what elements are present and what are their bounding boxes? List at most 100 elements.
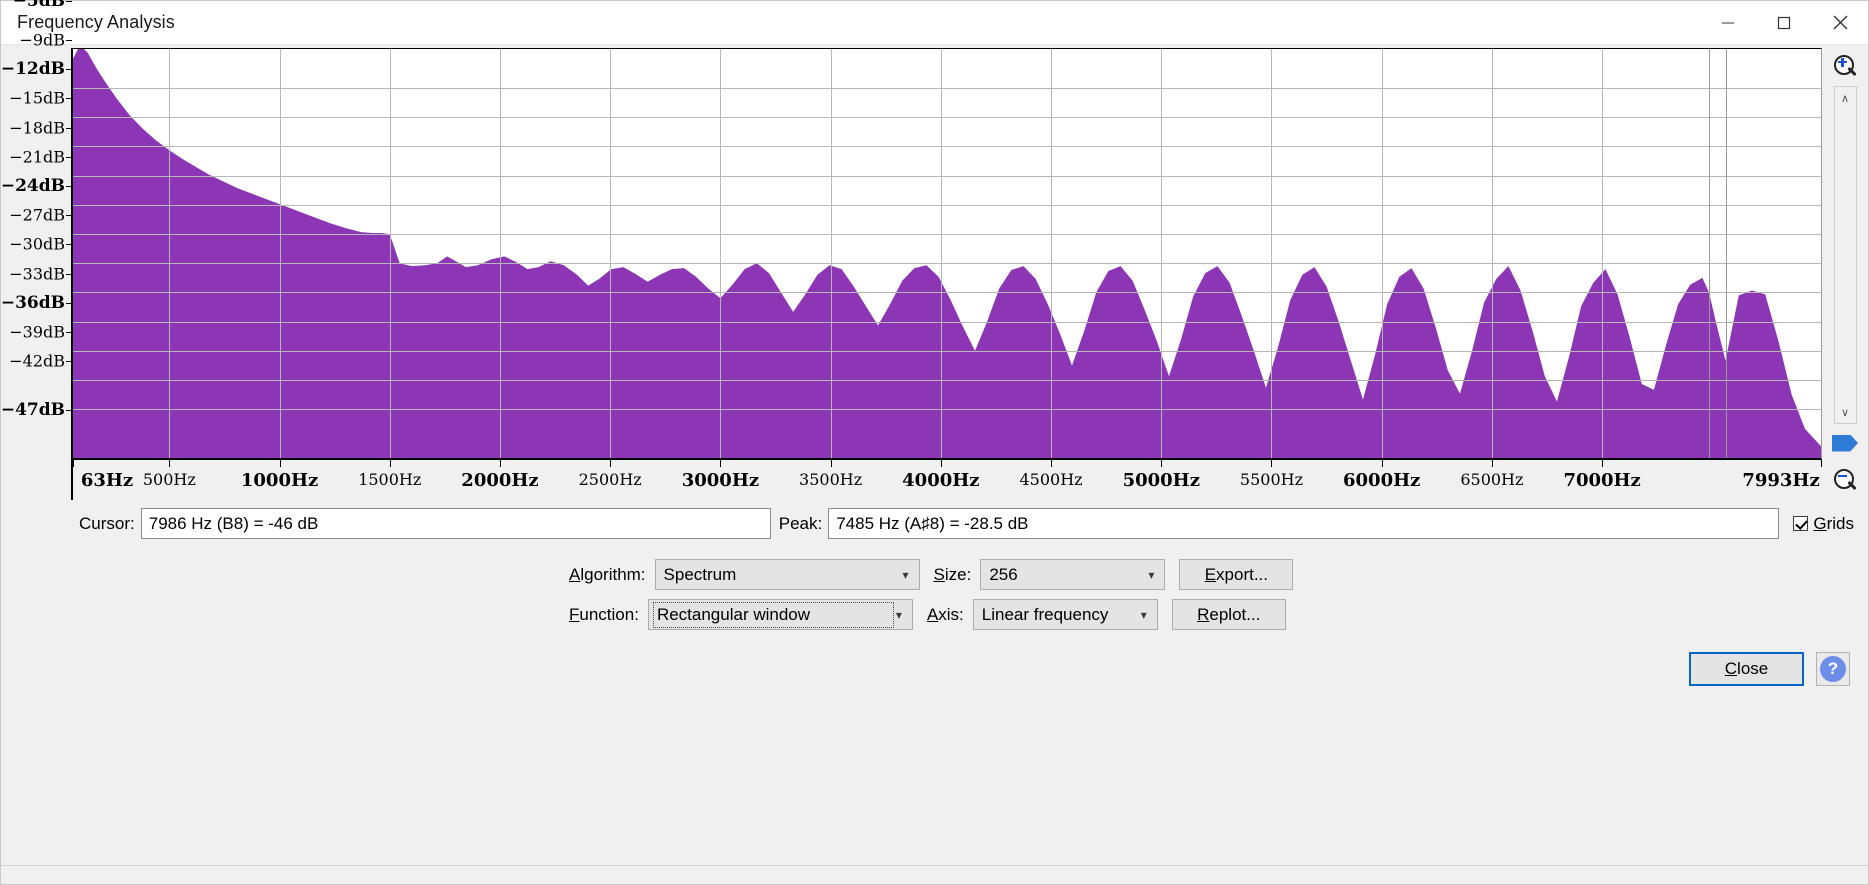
peak-value-field[interactable]: 7485 Hz (A♯8) = -28.5 dB — [828, 508, 1780, 539]
x-tick-mark — [1161, 460, 1162, 467]
y-tick-mark — [66, 332, 72, 333]
axis-label: Axis: — [926, 604, 964, 624]
x-tick-mark — [831, 460, 832, 467]
function-select[interactable]: Rectangular window ▾ — [647, 599, 913, 630]
y-tick-label: −12dB — [0, 59, 65, 80]
x-tick-label: 2500Hz — [578, 470, 642, 489]
algorithm-label: Algorithm: — [569, 564, 646, 584]
algorithm-value: Spectrum — [663, 564, 737, 584]
y-tick-mark — [66, 303, 72, 304]
x-tick-label: 1500Hz — [358, 470, 422, 489]
close-label-rest: lose — [1737, 659, 1769, 678]
y-tick-label: −33dB — [9, 264, 65, 284]
y-tick-mark — [66, 40, 72, 41]
x-tick-mark — [720, 460, 721, 467]
minimize-button[interactable] — [1700, 2, 1756, 44]
y-tick-mark — [66, 361, 72, 362]
size-select[interactable]: 256 ▾ — [980, 559, 1166, 590]
title-bar: Frequency Analysis — [1, 1, 1868, 45]
x-tick-label: 500Hz — [142, 470, 196, 489]
y-tick-mark — [66, 215, 72, 216]
scroll-up-arrow[interactable]: ∧ — [1840, 92, 1850, 105]
algorithm-label-rest: lgorithm: — [580, 564, 646, 584]
help-icon: ? — [1820, 656, 1846, 682]
axis-label-rest: xis: — [938, 604, 964, 624]
grids-checkbox[interactable]: Grids — [1793, 514, 1854, 534]
chevron-down-icon: ▾ — [895, 607, 902, 622]
y-tick-mark — [66, 69, 72, 70]
x-tick-label: 6000Hz — [1343, 470, 1421, 491]
chevron-down-icon: ▾ — [902, 567, 909, 582]
y-tick-mark — [66, 157, 72, 158]
y-tick-label: −30dB — [9, 234, 65, 254]
function-value: Rectangular window — [652, 601, 894, 628]
size-label: Size: — [933, 564, 972, 584]
x-tick-label: 3000Hz — [681, 470, 760, 491]
export-label-rest: xport... — [1216, 564, 1268, 584]
maximize-button[interactable] — [1756, 2, 1812, 44]
y-tick-label: −15dB — [9, 88, 65, 108]
x-tick-mark — [73, 460, 74, 467]
cursor-label: Cursor: — [79, 513, 135, 533]
y-tick-mark — [66, 186, 72, 187]
peak-label: Peak: — [778, 513, 823, 533]
chevron-down-icon: ▾ — [1148, 567, 1155, 582]
marker-icon — [1832, 434, 1858, 452]
grids-label: Grids — [1813, 513, 1854, 533]
y-tick-label: −27dB — [9, 205, 65, 225]
info-row: Cursor: 7986 Hz (B8) = -46 dB Peak: 7485… — [1, 500, 1868, 545]
close-icon — [1833, 15, 1847, 30]
cursor-value-field[interactable]: 7986 Hz (B8) = -46 dB — [140, 508, 771, 539]
marker-button[interactable] — [1825, 424, 1865, 462]
y-tick-label: −47dB — [0, 400, 65, 420]
function-label-rest: unction: — [579, 604, 639, 624]
y-tick-mark — [66, 410, 72, 411]
function-label: Function: — [569, 604, 639, 624]
axis-select[interactable]: Linear frequency ▾ — [972, 599, 1158, 630]
x-tick-mark — [610, 460, 611, 467]
x-tick-mark — [1382, 460, 1383, 467]
chevron-down-icon: ▾ — [1140, 607, 1147, 622]
zoom-in-icon — [1832, 54, 1858, 80]
help-button[interactable]: ? — [1816, 652, 1850, 686]
y-tick-label: −24dB — [0, 176, 65, 197]
x-tick-mark — [1821, 460, 1822, 467]
zoom-rail: ∧ ∨ — [1822, 48, 1868, 500]
y-tick-label: −39dB — [9, 322, 65, 342]
y-tick-label: −9dB — [19, 30, 65, 50]
x-tick-label: 63Hz — [80, 470, 134, 491]
x-tick-mark — [169, 460, 170, 467]
x-tick-mark — [390, 460, 391, 467]
scroll-down-arrow[interactable]: ∨ — [1840, 406, 1850, 419]
y-tick-label: −5dB — [12, 0, 65, 11]
rail-spacer-top: ∧ ∨ — [1833, 86, 1857, 424]
plot-wrapper: 63Hz 500Hz 1000Hz 1500Hz 2000Hz 2500Hz 3000Hz 3… — [73, 48, 1822, 500]
x-tick-label: 1000Hz — [240, 470, 319, 491]
y-tick-label: −18dB — [9, 118, 65, 138]
y-tick-mark — [66, 98, 72, 99]
status-bar — [1, 865, 1868, 884]
x-tick-mark — [280, 460, 281, 467]
window-title: Frequency Analysis — [17, 12, 175, 32]
grids-label-rest: rids — [1826, 513, 1854, 533]
y-tick-mark — [66, 244, 72, 245]
spectrum-plot[interactable] — [73, 48, 1822, 460]
x-axis: 63Hz 500Hz 1000Hz 1500Hz 2000Hz 2500Hz 3000Hz 3… — [73, 460, 1822, 500]
zoom-in-button[interactable] — [1825, 48, 1865, 86]
size-label-rest: ize: — [944, 564, 972, 584]
x-tick-label: 6500Hz — [1460, 470, 1524, 489]
algorithm-select[interactable]: Spectrum ▾ — [654, 559, 920, 590]
y-tick-mark — [66, 1, 72, 2]
x-tick-mark — [1492, 460, 1493, 467]
x-tick-mark — [500, 460, 501, 467]
y-tick-mark — [66, 274, 72, 275]
zoom-out-button[interactable] — [1825, 462, 1865, 500]
x-tick-mark — [1602, 460, 1603, 467]
close-window-button[interactable] — [1812, 2, 1868, 44]
y-tick-label: −36dB — [0, 292, 65, 313]
